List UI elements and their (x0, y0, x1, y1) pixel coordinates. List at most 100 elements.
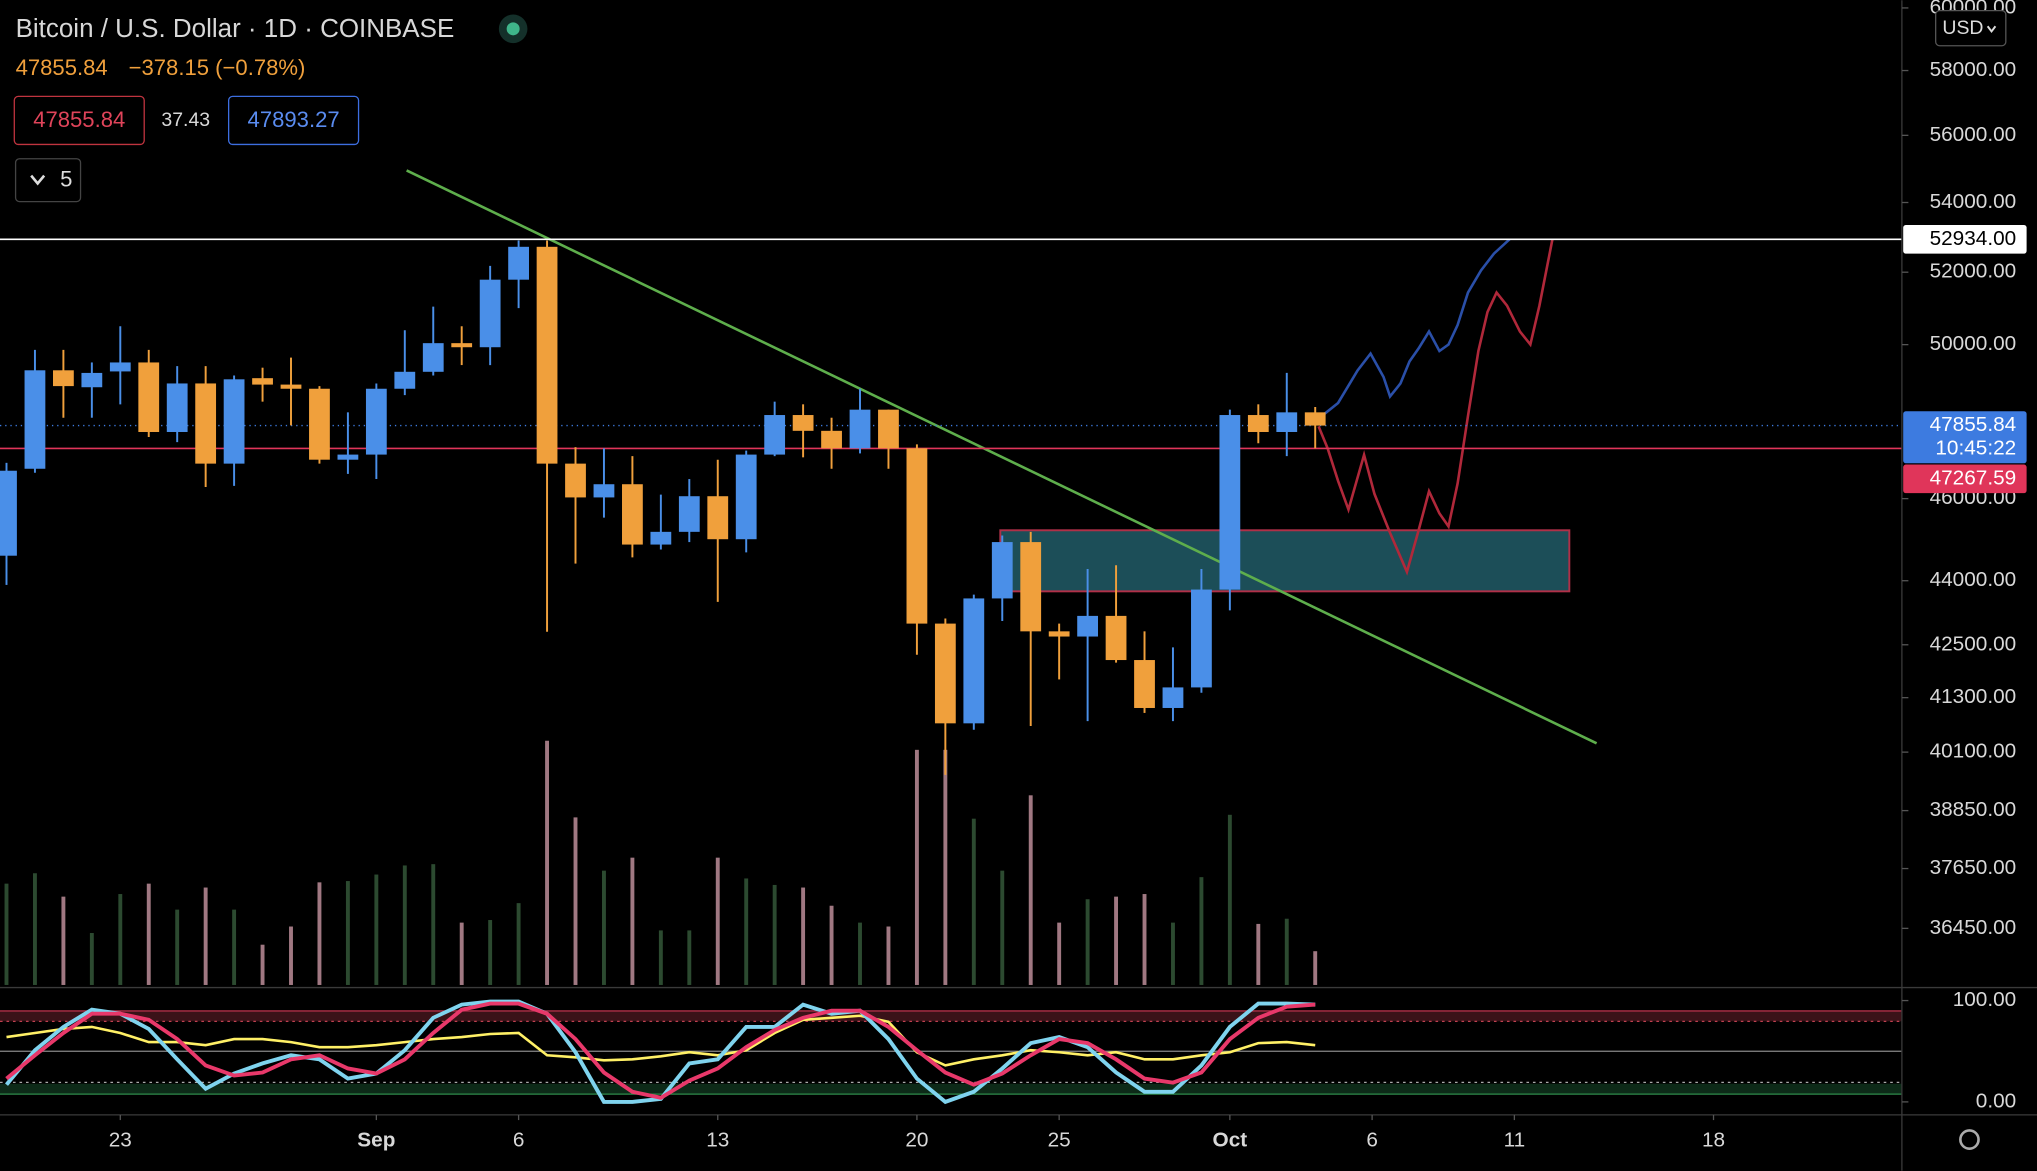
y-tick-label: 40100.00 (1930, 740, 2017, 763)
candle-body (849, 409, 871, 449)
candle-body (1162, 687, 1184, 708)
volume-bar (1142, 894, 1147, 985)
overbought-band (0, 1010, 1902, 1022)
volume-bar (1028, 795, 1033, 985)
volume-bar (345, 881, 350, 985)
candle-body (337, 454, 359, 460)
candle-body (678, 496, 700, 532)
price-label: 47267.59 (1930, 466, 2017, 489)
volume-bar (943, 749, 948, 985)
candle-body (707, 496, 729, 540)
candle-body (451, 343, 473, 348)
candle-body (1191, 589, 1212, 688)
x-tick-label: 20 (905, 1128, 928, 1151)
candle-body (24, 370, 46, 469)
price-label-box (1903, 411, 2027, 464)
candle-body (365, 388, 387, 455)
volume-bar (573, 817, 578, 985)
candle-body (138, 362, 160, 432)
candle-body (650, 531, 672, 545)
volume-bar (687, 930, 692, 985)
candle-body (1077, 615, 1099, 637)
volume-bar (886, 926, 891, 985)
symbol-title: Bitcoin / U.S. Dollar · 1D · COINBASE (16, 13, 455, 43)
candle-body (764, 415, 786, 455)
volume-bar (232, 909, 237, 985)
buy-button[interactable] (227, 95, 360, 146)
last-price: 47855.84 (16, 55, 108, 80)
candle-body (309, 388, 330, 460)
volume-bar (1199, 877, 1204, 985)
volume-bar (1313, 951, 1318, 985)
volume-bar (658, 930, 663, 985)
volume-bar (630, 857, 635, 985)
candle-body (1020, 542, 1042, 632)
x-tick-label: Oct (1213, 1128, 1248, 1151)
candle-body (906, 448, 928, 624)
price-label-box (1903, 464, 2027, 494)
stoch-tick-label: 100.00 (1953, 988, 2017, 1011)
settings-icon[interactable] (1959, 1129, 1980, 1150)
axes: 60000.0058000.0056000.0054000.0052000.00… (109, 0, 2016, 1151)
candle-body (394, 371, 416, 389)
volume-bar (402, 865, 407, 985)
candle-body (479, 279, 501, 348)
volume-bar (32, 873, 37, 985)
volume-layer (4, 740, 1318, 985)
y-tick-label: 54000.00 (1930, 190, 2017, 213)
trend-line (406, 169, 1598, 745)
candle-body (109, 362, 131, 372)
x-tick-label: 18 (1702, 1128, 1725, 1151)
volume-bar (1000, 870, 1005, 985)
price-change: −378.15 (−0.78%) (129, 55, 306, 80)
volume-bar (914, 749, 919, 985)
volume-bar (971, 818, 976, 985)
x-tick-label: 13 (706, 1128, 729, 1151)
candle-body (1048, 631, 1070, 637)
candle-body (963, 598, 985, 724)
y-tick-label: 44000.00 (1930, 568, 2017, 591)
candle-body (593, 484, 615, 498)
candle-body (1247, 415, 1269, 432)
candle-body (422, 343, 444, 372)
candle-body (934, 623, 956, 724)
zone-box (999, 529, 1571, 593)
sell-button[interactable] (13, 95, 145, 146)
candle-body (223, 379, 245, 464)
volume-bar (772, 884, 777, 985)
volume-bar (459, 922, 464, 985)
candles (0, 240, 1326, 775)
candle-body (53, 370, 74, 387)
volume-bar (118, 894, 123, 985)
candle-body (878, 409, 899, 449)
header: Bitcoin / U.S. Dollar · 1D · COINBASE 47… (13, 9, 2007, 203)
volume-bar (317, 882, 322, 985)
x-tick-label: 11 (1504, 1128, 1526, 1151)
currency-button[interactable] (1935, 9, 2007, 47)
volume-bar (1227, 814, 1232, 985)
candle-body (252, 378, 273, 385)
candle-body (280, 384, 302, 389)
candle-body (195, 383, 217, 464)
candle-body (166, 383, 188, 432)
x-tick-label: 6 (513, 1128, 525, 1151)
volume-bar (488, 920, 493, 985)
projection-path (1317, 238, 1511, 420)
volume-bar (289, 926, 293, 985)
y-tick-label: 38850.00 (1930, 798, 2017, 821)
candle-body (792, 415, 814, 431)
candle-body (1276, 412, 1298, 432)
indicators-count: 5 (60, 167, 72, 192)
status-dot (506, 22, 520, 36)
volume-bar (89, 933, 94, 985)
stoch-bands (0, 1010, 1902, 1095)
indicators-toggle[interactable] (14, 158, 82, 203)
chevron-icon (30, 174, 46, 186)
candle-body (1105, 615, 1127, 661)
volume-bar (374, 874, 379, 985)
volume-bar (744, 878, 749, 985)
volume-bar (61, 896, 66, 985)
spread: 37.43 (161, 109, 210, 131)
